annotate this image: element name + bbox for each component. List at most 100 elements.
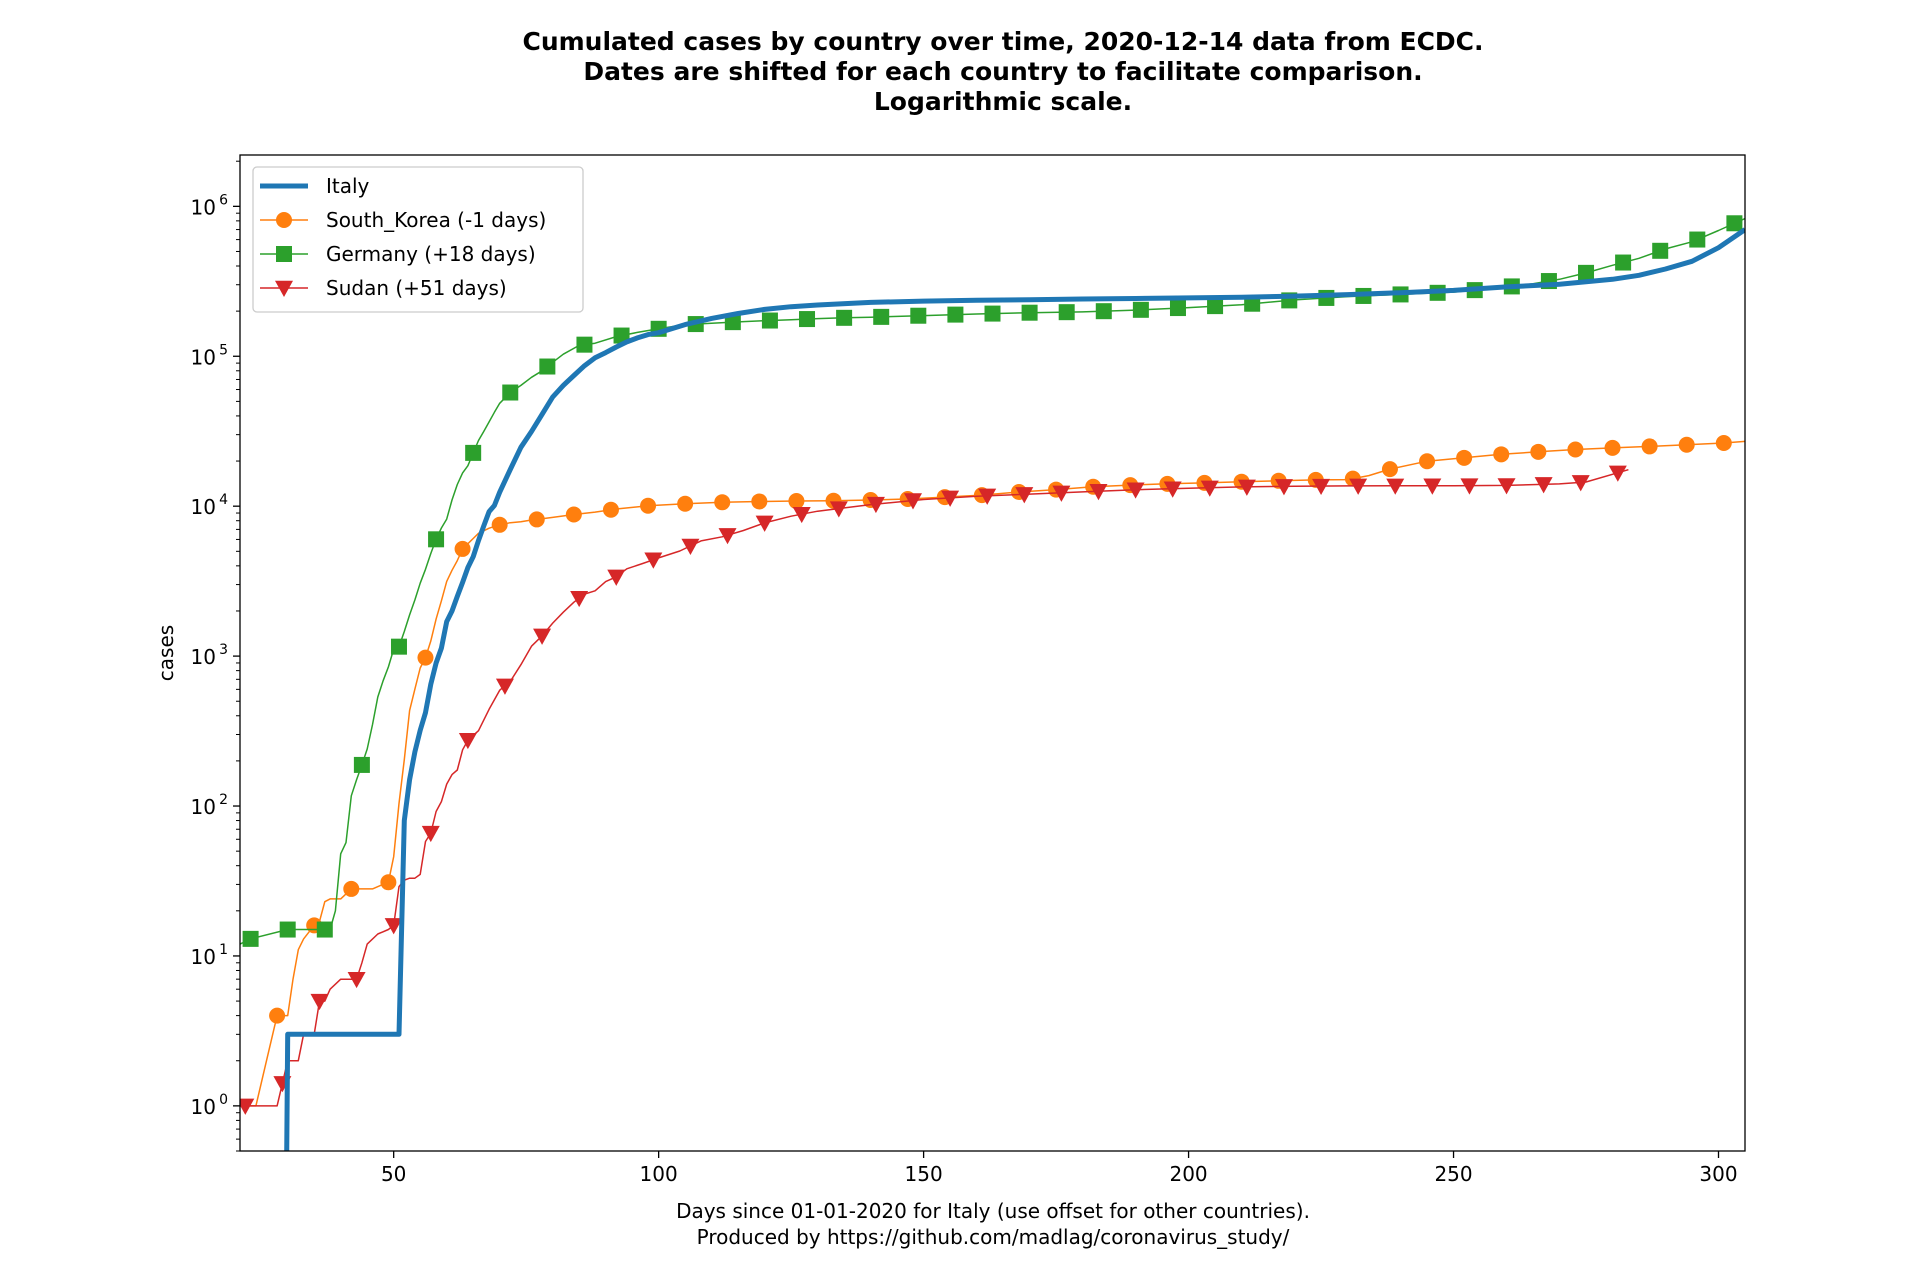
- data-point: [1571, 475, 1590, 492]
- data-point: [1095, 303, 1112, 320]
- data-point: [1578, 264, 1595, 281]
- data-point: [1021, 304, 1038, 321]
- title-line-3: Logarithmic scale.: [874, 87, 1132, 116]
- data-point: [380, 874, 397, 891]
- data-point: [1423, 478, 1442, 495]
- series-line: [240, 468, 1629, 1107]
- data-point: [984, 305, 1001, 322]
- y-tick-label: 10: [191, 645, 216, 669]
- legend-label: Sudan (+51 days): [326, 276, 507, 300]
- y-tick-exponent: 5: [219, 342, 228, 358]
- y-tick-label: 10: [191, 795, 216, 819]
- data-point: [310, 993, 329, 1011]
- data-point: [607, 569, 626, 586]
- data-point: [978, 488, 997, 505]
- data-point: [428, 531, 445, 548]
- data-point: [1456, 449, 1473, 466]
- y-tick-exponent: 3: [219, 642, 228, 658]
- legend-entry: Germany (+18 days): [260, 242, 536, 266]
- y-tick-label: 10: [191, 945, 216, 969]
- data-point: [390, 638, 407, 655]
- data-point: [417, 649, 434, 666]
- data-point: [353, 756, 370, 773]
- data-point: [866, 496, 885, 514]
- data-point: [602, 501, 619, 518]
- data-point: [718, 528, 737, 545]
- legend-label: Italy: [326, 174, 370, 198]
- x-axis-label-line-1: Days since 01-01-2020 for Italy (use off…: [676, 1199, 1310, 1223]
- data-point: [502, 384, 519, 401]
- data-point: [576, 336, 593, 353]
- data-point: [491, 516, 508, 533]
- legend-entry: South_Korea (-1 days): [260, 208, 546, 232]
- data-point: [347, 971, 366, 989]
- data-point: [1274, 479, 1293, 496]
- legend-label: South_Korea (-1 days): [326, 208, 546, 232]
- x-tick-label: 150: [905, 1162, 943, 1186]
- y-tick-label: 10: [191, 1095, 216, 1119]
- data-point: [454, 540, 471, 557]
- legend-entry: Sudan (+51 days): [260, 276, 507, 300]
- x-axis-label-line-2: Produced by https://github.com/madlag/co…: [697, 1225, 1290, 1249]
- data-point: [1715, 435, 1732, 452]
- legend-entry: Italy: [260, 174, 370, 198]
- data-point: [1615, 254, 1632, 271]
- x-axis: 50 100 150 200 250 300: [381, 1151, 1738, 1186]
- data-point: [613, 327, 630, 344]
- data-point: [279, 921, 296, 938]
- data-point: [873, 308, 890, 325]
- data-point: [495, 678, 514, 695]
- data-point: [1089, 484, 1108, 501]
- data-point: [1678, 436, 1695, 453]
- y-tick-label: 10: [191, 345, 216, 369]
- data-point: [570, 590, 589, 608]
- data-point: [792, 506, 811, 524]
- data-point: [677, 495, 694, 512]
- data-point: [640, 497, 657, 514]
- data-point: [1126, 482, 1145, 499]
- data-point: [1608, 465, 1627, 482]
- y-axis-label: cases: [154, 625, 178, 681]
- x-tick-label: 200: [1169, 1162, 1207, 1186]
- data-point: [1530, 443, 1547, 460]
- x-tick-label: 250: [1434, 1162, 1472, 1186]
- data-point: [1493, 446, 1510, 463]
- x-tick-label: 50: [381, 1162, 406, 1186]
- data-point: [242, 930, 259, 947]
- data-point: [240, 1098, 255, 1115]
- data-point: [1312, 478, 1331, 496]
- y-tick-exponent: 1: [219, 942, 228, 958]
- title-line-1: Cumulated cases by country over time, 20…: [522, 27, 1483, 56]
- data-point: [904, 493, 923, 510]
- data-point: [799, 311, 816, 328]
- data-point: [681, 538, 700, 555]
- data-point: [947, 306, 964, 323]
- legend-box: [252, 166, 584, 313]
- data-point: [1497, 478, 1516, 495]
- data-point: [528, 511, 545, 528]
- series-0: [284, 227, 1745, 1151]
- data-point: [910, 307, 927, 324]
- data-point: [533, 628, 552, 645]
- series-line: [284, 227, 1745, 1151]
- y-tick-exponent: 0: [219, 1092, 228, 1108]
- data-point: [1726, 215, 1743, 232]
- data-point: [1567, 441, 1584, 458]
- data-point: [1169, 300, 1186, 317]
- data-point: [1052, 485, 1071, 502]
- data-point: [1058, 304, 1075, 321]
- data-point: [788, 493, 805, 510]
- data-point: [1534, 477, 1553, 494]
- data-point: [343, 880, 360, 897]
- data-point: [1381, 461, 1398, 478]
- series-3: [240, 465, 1629, 1115]
- y-tick-exponent: 4: [219, 492, 228, 508]
- title-line-2: Dates are shifted for each country to fa…: [583, 57, 1422, 86]
- plot-frame: [239, 154, 1746, 1152]
- legend-marker: [276, 246, 292, 262]
- data-point: [751, 493, 768, 510]
- data-point: [724, 314, 741, 331]
- y-tick-label: 10: [191, 495, 216, 519]
- data-point: [1237, 479, 1256, 496]
